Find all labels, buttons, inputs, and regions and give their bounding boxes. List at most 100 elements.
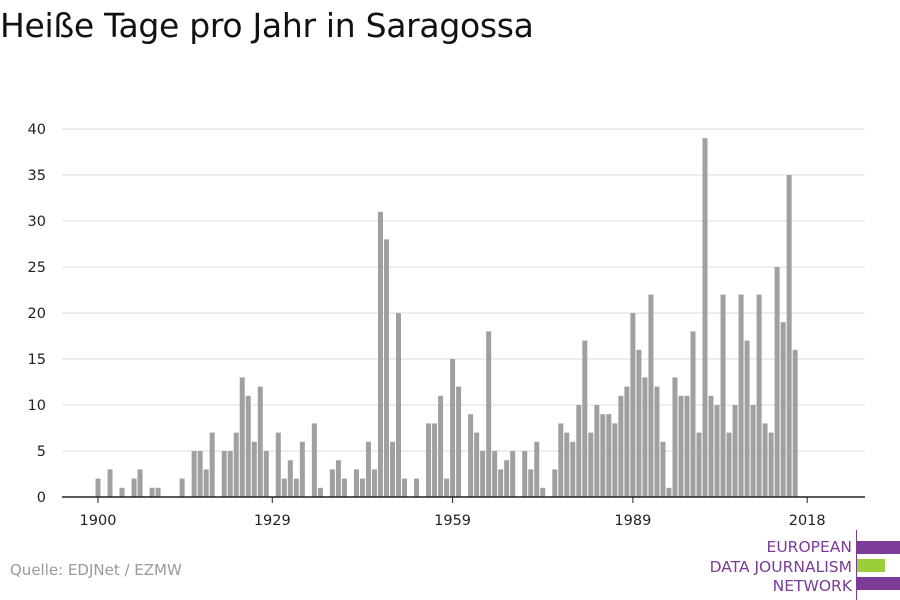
bar	[281, 478, 287, 497]
bar	[660, 441, 666, 497]
bar	[564, 432, 570, 497]
bar	[341, 478, 347, 497]
bar	[197, 451, 203, 497]
bar	[696, 432, 702, 497]
bar	[365, 441, 371, 497]
bar	[353, 469, 359, 497]
bar	[275, 432, 281, 497]
bar	[137, 469, 143, 497]
bar	[792, 349, 798, 497]
bar	[498, 469, 504, 497]
logo-divider	[856, 530, 857, 600]
bar	[624, 386, 630, 497]
bar	[744, 340, 750, 497]
bar	[552, 469, 558, 497]
y-tick-label: 20	[28, 306, 46, 322]
y-tick-label: 25	[28, 260, 46, 276]
bar	[299, 441, 305, 497]
bar	[450, 359, 456, 497]
bar	[762, 423, 768, 497]
bar	[444, 478, 450, 497]
bar	[570, 441, 576, 497]
bar	[377, 211, 383, 498]
bar	[287, 460, 293, 497]
bar	[504, 460, 510, 497]
bar	[678, 395, 684, 497]
bar	[672, 377, 678, 497]
bar	[131, 478, 137, 497]
bar	[371, 469, 377, 497]
bar	[750, 405, 756, 497]
bar	[738, 294, 744, 497]
y-tick-label: 0	[37, 490, 46, 506]
bar	[245, 395, 251, 497]
y-tick-label: 15	[28, 352, 46, 368]
bar	[522, 451, 528, 497]
logo-bar-top	[857, 541, 900, 554]
bar	[456, 386, 462, 497]
bar	[149, 487, 155, 497]
bar	[257, 386, 263, 497]
bar	[203, 469, 209, 497]
y-tick-label: 5	[37, 444, 46, 460]
logo-line-1: EUROPEAN	[766, 538, 852, 556]
bar	[317, 487, 323, 497]
bar	[426, 423, 432, 497]
bar	[402, 478, 408, 497]
source-note: Quelle: EDJNet / EZMW	[10, 561, 182, 579]
bar	[107, 469, 113, 497]
bar	[648, 294, 654, 497]
bar	[251, 441, 257, 497]
bar	[726, 432, 732, 497]
bar	[227, 451, 233, 497]
bar	[618, 395, 624, 497]
bar	[606, 414, 612, 497]
bar	[389, 441, 395, 497]
x-tick-label: 2018	[789, 513, 826, 529]
y-tick-label: 40	[28, 122, 46, 138]
bar	[786, 175, 792, 497]
x-tick-label: 1929	[254, 513, 291, 529]
bar	[720, 294, 726, 497]
bar	[486, 331, 492, 497]
bar	[582, 340, 588, 497]
bar	[588, 432, 594, 497]
logo-line-2: DATA JOURNALISM	[709, 558, 852, 576]
bar	[492, 451, 498, 497]
edjnet-logo: EUROPEAN DATA JOURNALISM NETWORK	[680, 530, 900, 600]
y-tick-label: 10	[28, 398, 46, 414]
bar	[119, 487, 125, 497]
bar	[576, 405, 582, 497]
bar	[155, 487, 161, 497]
bar	[654, 386, 660, 497]
bar	[558, 423, 564, 497]
bar	[359, 478, 365, 497]
bar	[642, 377, 648, 497]
bar	[630, 313, 636, 497]
bar	[780, 322, 786, 497]
bar	[540, 487, 546, 497]
bar	[396, 313, 401, 497]
bar	[209, 432, 215, 497]
x-tick-label: 1959	[434, 513, 471, 529]
bar	[612, 423, 618, 497]
y-tick-label: 35	[28, 168, 46, 184]
bar	[708, 395, 714, 497]
bar	[702, 138, 708, 497]
bar	[468, 414, 474, 497]
bar	[95, 478, 101, 497]
bar	[474, 432, 480, 497]
bar	[293, 478, 299, 497]
bar	[239, 377, 245, 497]
gridlines	[62, 128, 865, 452]
bar	[233, 432, 239, 497]
bar	[480, 451, 486, 497]
bar	[383, 239, 389, 497]
bar	[594, 405, 600, 497]
chart-title: Heiße Tage pro Jahr in Saragossa	[0, 6, 534, 45]
bar	[714, 405, 720, 497]
bar	[438, 395, 444, 497]
bar	[690, 331, 696, 497]
bar	[732, 405, 738, 497]
bar	[756, 294, 762, 497]
